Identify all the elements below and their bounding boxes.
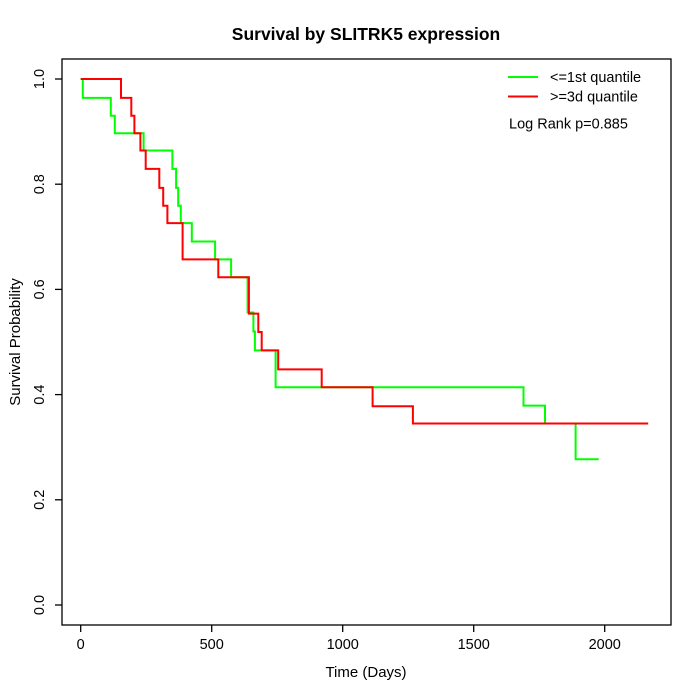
x-tick-label: 0: [77, 637, 85, 653]
x-tick-label: 1500: [458, 637, 490, 653]
legend: <=1st quantile >=3d quantile Log Rank p=…: [508, 70, 641, 133]
y-axis-title: Survival Probability: [7, 278, 24, 406]
x-axis: 0 500 1000 1500 2000: [77, 625, 621, 653]
plot-box: [61, 58, 672, 626]
x-tick-label: 2000: [589, 637, 621, 653]
km-curve-red: [80, 78, 649, 425]
x-axis-title: Time (Days): [325, 664, 406, 681]
y-tick-label: 0.6: [32, 279, 48, 299]
x-tick-label: 500: [200, 637, 224, 653]
y-tick-label: 0.2: [32, 490, 48, 510]
km-curve-green: [80, 78, 599, 461]
y-axis: 0.0 0.2 0.4 0.6 0.8 1.0: [32, 69, 62, 615]
y-tick-label: 0.8: [32, 174, 48, 194]
y-tick-label: 1.0: [32, 69, 48, 89]
km-curves: [80, 78, 649, 461]
y-tick-label: 0.4: [32, 385, 48, 405]
log-rank-annotation: Log Rank p=0.885: [509, 117, 628, 133]
y-tick-label: 0.0: [32, 595, 48, 615]
legend-label-group1: <=1st quantile: [550, 70, 641, 86]
x-tick-label: 1000: [327, 637, 359, 653]
legend-label-group2: >=3d quantile: [550, 90, 638, 106]
chart-title: Survival by SLITRK5 expression: [232, 24, 500, 44]
